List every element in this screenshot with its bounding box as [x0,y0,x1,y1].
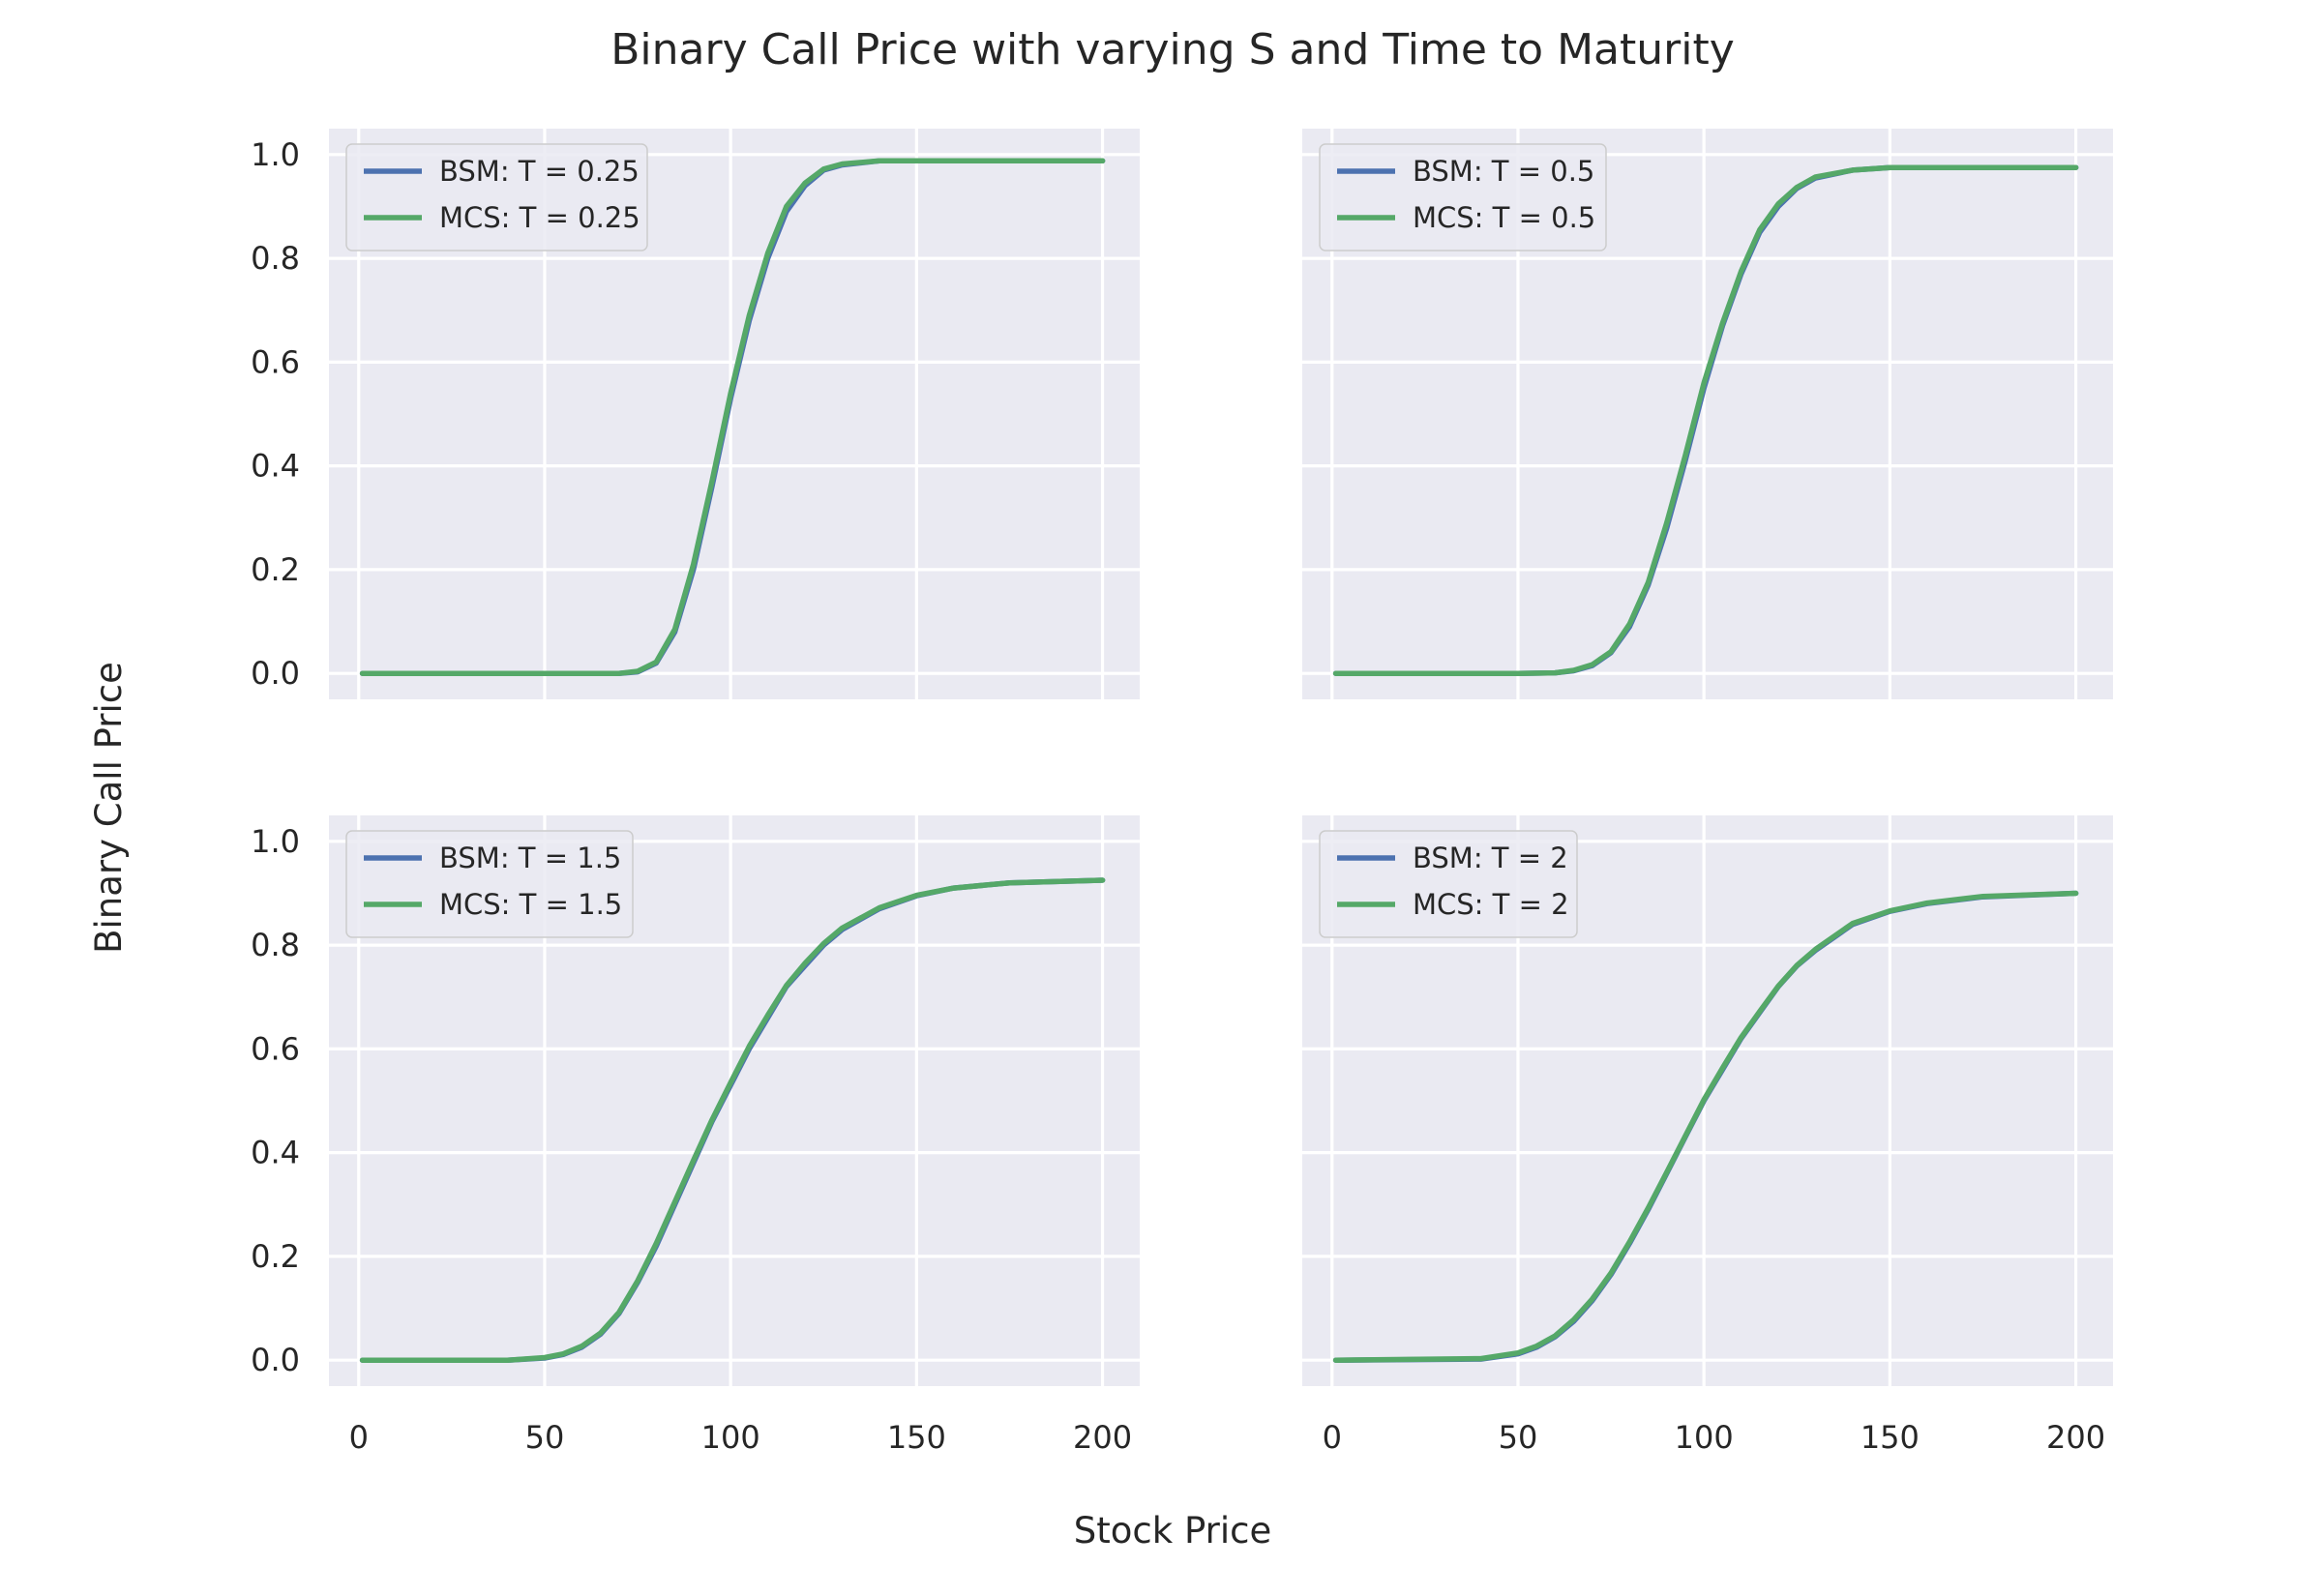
y-tick-label: 0.8 [251,927,300,963]
series-line-mcs [1332,890,2079,1363]
x-tick-label: 100 [701,1419,760,1456]
x-tick-label: 100 [1675,1419,1734,1456]
subplot-bottom-right: 0 50 100 150 200 BSM: T = 2 MCS: T = 2 [1302,815,2113,1456]
subplot-bottom-left: 0 50 100 150 200 0.0 0.2 0.4 0.6 0.8 1.0 BSM: T = 1… [251,815,1140,1456]
legend-entry: BSM: T = 2 [1413,842,1568,874]
legend-entry: MCS: T = 0.25 [439,201,640,234]
y-axis-label: Binary Call Price [88,662,130,954]
legend: BSM: T = 1.5 MCS: T = 1.5 [345,830,634,938]
y-tick-label: 0.6 [251,343,300,380]
legend-entry: MCS: T = 1.5 [439,888,622,921]
x-tick-label: 150 [887,1419,946,1456]
y-tick-label: 0.2 [251,551,300,588]
x-tick-label: 150 [1861,1419,1920,1456]
x-tick-label: 0 [349,1419,369,1456]
legend-entry: MCS: T = 0.5 [1413,201,1595,234]
x-tick-label: 50 [525,1419,565,1456]
x-tick-label: 0 [1323,1419,1342,1456]
y-tick-label: 1.0 [251,136,300,173]
x-axis-label: Stock Price [1074,1510,1271,1552]
y-tick-label: 1.0 [251,823,300,860]
legend-entry: BSM: T = 0.5 [1413,155,1594,188]
subplot-top-right: BSM: T = 0.5 MCS: T = 0.5 [1302,129,2113,699]
series-line-mcs [359,877,1106,1363]
y-tick-label: 0.6 [251,1030,300,1067]
subplot-top-left: 0.0 0.2 0.4 0.6 0.8 1.0 BSM: T = 0.25 MCS: T = … [251,129,1140,699]
legend-entry: BSM: T = 0.25 [439,155,640,188]
y-tick-label: 0.2 [251,1238,300,1275]
x-tick-label: 200 [2046,1419,2105,1456]
legend-entry: MCS: T = 2 [1413,888,1569,921]
y-tick-label: 0.8 [251,240,300,277]
legend: BSM: T = 0.25 MCS: T = 0.25 [345,143,648,251]
x-tick-label: 200 [1073,1419,1132,1456]
legend: BSM: T = 0.5 MCS: T = 0.5 [1319,143,1607,251]
legend: BSM: T = 2 MCS: T = 2 [1319,830,1578,938]
legend-entry: BSM: T = 1.5 [439,842,621,874]
y-tick-label: 0.4 [251,1135,300,1171]
x-tick-label: 50 [1499,1419,1538,1456]
y-tick-label: 0.4 [251,448,300,485]
series-line-mcs [1332,164,2079,676]
y-tick-label: 0.0 [251,1342,300,1378]
series-line-mcs [359,158,1106,676]
figure-title: Binary Call Price with varying S and Tim… [610,25,1735,74]
y-tick-label: 0.0 [251,655,300,692]
